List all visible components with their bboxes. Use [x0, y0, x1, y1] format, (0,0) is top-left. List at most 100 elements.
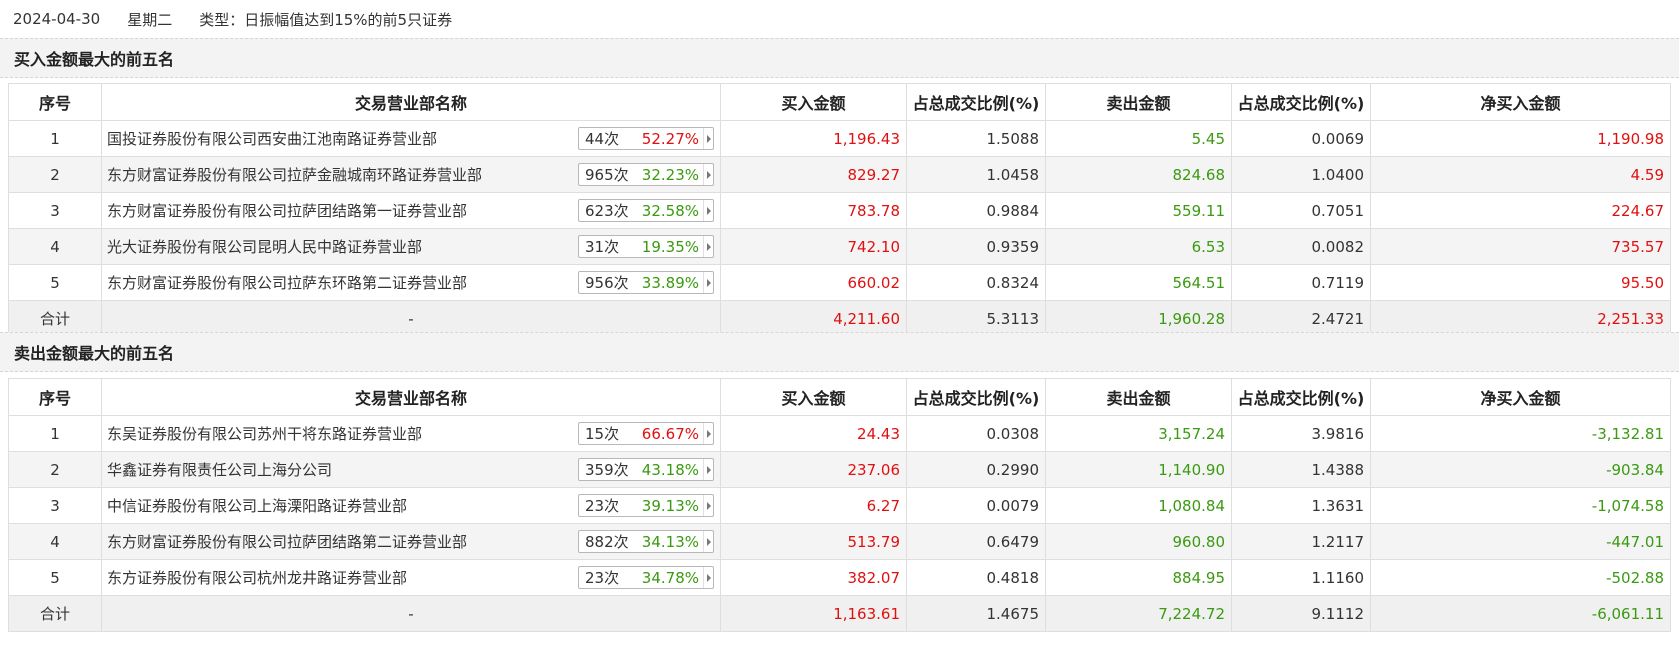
net-buy-cell: 1,190.98	[1370, 120, 1671, 157]
rank-cell: 2	[8, 451, 102, 488]
branch-name-cell: 中信证券股份有限公司上海溧阳路证券营业部 23次 39.13%	[101, 487, 721, 524]
branch-stats-button[interactable]: 44次 52.27%	[578, 127, 714, 150]
date-label: 2024-04-30	[13, 10, 101, 28]
rank-cell: 4	[8, 228, 102, 265]
rank-cell: 2	[8, 156, 102, 193]
win-rate: 33.89%	[641, 273, 699, 292]
listing-count: 23次	[585, 497, 620, 515]
total-sell-ratio: 2.4721	[1231, 300, 1371, 337]
sell-amount-cell: 1,140.90	[1045, 451, 1232, 488]
branch-name-link[interactable]: 东方财富证券股份有限公司拉萨东环路第二证券营业部	[107, 274, 468, 292]
branch-name-link[interactable]: 东吴证券股份有限公司苏州干将东路证券营业部	[107, 425, 423, 443]
listing-count: 31次	[585, 238, 620, 256]
branch-name-link[interactable]: 中信证券股份有限公司上海溧阳路证券营业部	[107, 497, 408, 515]
chevron-right-icon	[703, 531, 713, 552]
sell-top5-table: 序号 交易营业部名称 买入金额 占总成交比例(%) 卖出金额 占总成交比例(%) 净买入金额…	[8, 378, 1671, 632]
buy-amount-cell: 382.07	[720, 559, 907, 596]
col-header-buy-amount: 买入金额	[720, 83, 907, 121]
col-header-no: 序号	[8, 378, 102, 416]
branch-stats-button[interactable]: 23次 34.78%	[578, 566, 714, 589]
rank-cell: 3	[8, 487, 102, 524]
branch-name-link[interactable]: 东方财富证券股份有限公司拉萨团结路第一证券营业部	[107, 202, 468, 220]
win-rate: 32.23%	[641, 165, 699, 184]
branch-stats-button[interactable]: 956次 33.89%	[578, 271, 714, 294]
sell-amount-cell: 884.95	[1045, 559, 1232, 596]
buy-ratio-cell: 0.0308	[906, 415, 1046, 452]
branch-name-cell: 华鑫证券有限责任公司上海分公司 359次 43.18%	[101, 451, 721, 488]
col-header-buy-ratio: 占总成交比例(%)	[906, 83, 1046, 121]
total-buy-amount: 1,163.61	[720, 595, 907, 632]
chevron-right-icon	[703, 128, 713, 149]
buy-amount-cell: 6.27	[720, 487, 907, 524]
chevron-right-icon	[703, 200, 713, 221]
branch-name-cell: 东方财富证券股份有限公司拉萨东环路第二证券营业部 956次 33.89%	[101, 264, 721, 301]
listing-count: 623次	[585, 202, 629, 220]
rank-cell: 4	[8, 523, 102, 560]
buy-ratio-cell: 0.9884	[906, 192, 1046, 229]
sell-amount-cell: 3,157.24	[1045, 415, 1232, 452]
branch-stats-button[interactable]: 359次 43.18%	[578, 458, 714, 481]
buy-amount-cell: 1,196.43	[720, 120, 907, 157]
total-net-buy: 2,251.33	[1370, 300, 1671, 337]
branch-stats-button[interactable]: 23次 39.13%	[578, 494, 714, 517]
branch-stats-button[interactable]: 15次 66.67%	[578, 422, 714, 445]
sell-ratio-cell: 0.7051	[1231, 192, 1371, 229]
net-buy-cell: 735.57	[1370, 228, 1671, 265]
branch-stats-button[interactable]: 882次 34.13%	[578, 530, 714, 553]
total-label: 合计	[8, 595, 102, 632]
buy-ratio-cell: 1.5088	[906, 120, 1046, 157]
branch-name-link[interactable]: 华鑫证券有限责任公司上海分公司	[107, 461, 333, 479]
branch-stats-button[interactable]: 623次 32.58%	[578, 199, 714, 222]
table-row: 5 东方财富证券股份有限公司拉萨东环路第二证券营业部 956次 33.89% 660.0…	[8, 264, 1671, 301]
sell-ratio-cell: 1.3631	[1231, 487, 1371, 524]
buy-ratio-cell: 1.0458	[906, 156, 1046, 193]
type-label: 类型：日振幅值达到15%的前5只证券	[199, 10, 453, 29]
sell-ratio-cell: 0.0069	[1231, 120, 1371, 157]
total-row: 合计 -4,211.60 5.3113 1,960.28 2.4721 2,251.33	[8, 300, 1671, 337]
branch-stats-button[interactable]: 31次 19.35%	[578, 235, 714, 258]
sell-ratio-cell: 3.9816	[1231, 415, 1371, 452]
col-header-sell-amount: 卖出金额	[1045, 378, 1232, 416]
win-rate: 19.35%	[641, 237, 699, 256]
sell-amount-cell: 960.80	[1045, 523, 1232, 560]
chevron-right-icon	[703, 495, 713, 516]
net-buy-cell: 95.50	[1370, 264, 1671, 301]
table-row: 3 东方财富证券股份有限公司拉萨团结路第一证券营业部 623次 32.58% 783.7…	[8, 192, 1671, 229]
branch-name-link[interactable]: 东方证券股份有限公司杭州龙井路证券营业部	[107, 569, 408, 587]
net-buy-cell: -903.84	[1370, 451, 1671, 488]
total-sell-amount: 7,224.72	[1045, 595, 1232, 632]
sell-amount-cell: 564.51	[1045, 264, 1232, 301]
branch-name-cell: 东方财富证券股份有限公司拉萨金融城南环路证券营业部 965次 32.23%	[101, 156, 721, 193]
chevron-right-icon	[703, 236, 713, 257]
sell-ratio-cell: 0.0082	[1231, 228, 1371, 265]
col-header-sell-amount: 卖出金额	[1045, 83, 1232, 121]
branch-name-cell: 东方财富证券股份有限公司拉萨团结路第一证券营业部 623次 32.58%	[101, 192, 721, 229]
branch-name-link[interactable]: 光大证券股份有限公司昆明人民中路证券营业部	[107, 238, 423, 256]
net-buy-cell: -3,132.81	[1370, 415, 1671, 452]
listing-count: 44次	[585, 130, 620, 148]
chevron-right-icon	[703, 164, 713, 185]
buy-amount-cell: 742.10	[720, 228, 907, 265]
buy-ratio-cell: 0.2990	[906, 451, 1046, 488]
branch-stats-button[interactable]: 965次 32.23%	[578, 163, 714, 186]
branch-name-cell: 东吴证券股份有限公司苏州干将东路证券营业部 15次 66.67%	[101, 415, 721, 452]
branch-name-link[interactable]: 国投证券股份有限公司西安曲江池南路证券营业部	[107, 130, 438, 148]
table-row: 3 中信证券股份有限公司上海溧阳路证券营业部 23次 39.13% 6.27 0.0079…	[8, 487, 1671, 524]
col-header-net-buy: 净买入金额	[1370, 378, 1671, 416]
buy-ratio-cell: 0.6479	[906, 523, 1046, 560]
sell-ratio-cell: 0.7119	[1231, 264, 1371, 301]
total-sell-amount: 1,960.28	[1045, 300, 1232, 337]
col-header-sell-ratio: 占总成交比例(%)	[1231, 378, 1371, 416]
listing-count: 882次	[585, 533, 629, 551]
total-buy-ratio: 1.4675	[906, 595, 1046, 632]
buy-ratio-cell: 0.9359	[906, 228, 1046, 265]
branch-name-link[interactable]: 东方财富证券股份有限公司拉萨金融城南环路证券营业部	[107, 166, 483, 184]
branch-name-cell: 国投证券股份有限公司西安曲江池南路证券营业部 44次 52.27%	[101, 120, 721, 157]
sell-amount-cell: 559.11	[1045, 192, 1232, 229]
table-header-row: 序号 交易营业部名称 买入金额 占总成交比例(%) 卖出金额 占总成交比例(%) 净买入金额	[8, 83, 1671, 121]
branch-name-link[interactable]: 东方财富证券股份有限公司拉萨团结路第二证券营业部	[107, 533, 468, 551]
section-title-buy-top5: 买入金额最大的前五名	[0, 38, 1679, 78]
sell-amount-cell: 6.53	[1045, 228, 1232, 265]
top-info-bar: 2024-04-30 星期二 类型：日振幅值达到15%的前5只证券	[0, 0, 1679, 38]
net-buy-cell: -447.01	[1370, 523, 1671, 560]
